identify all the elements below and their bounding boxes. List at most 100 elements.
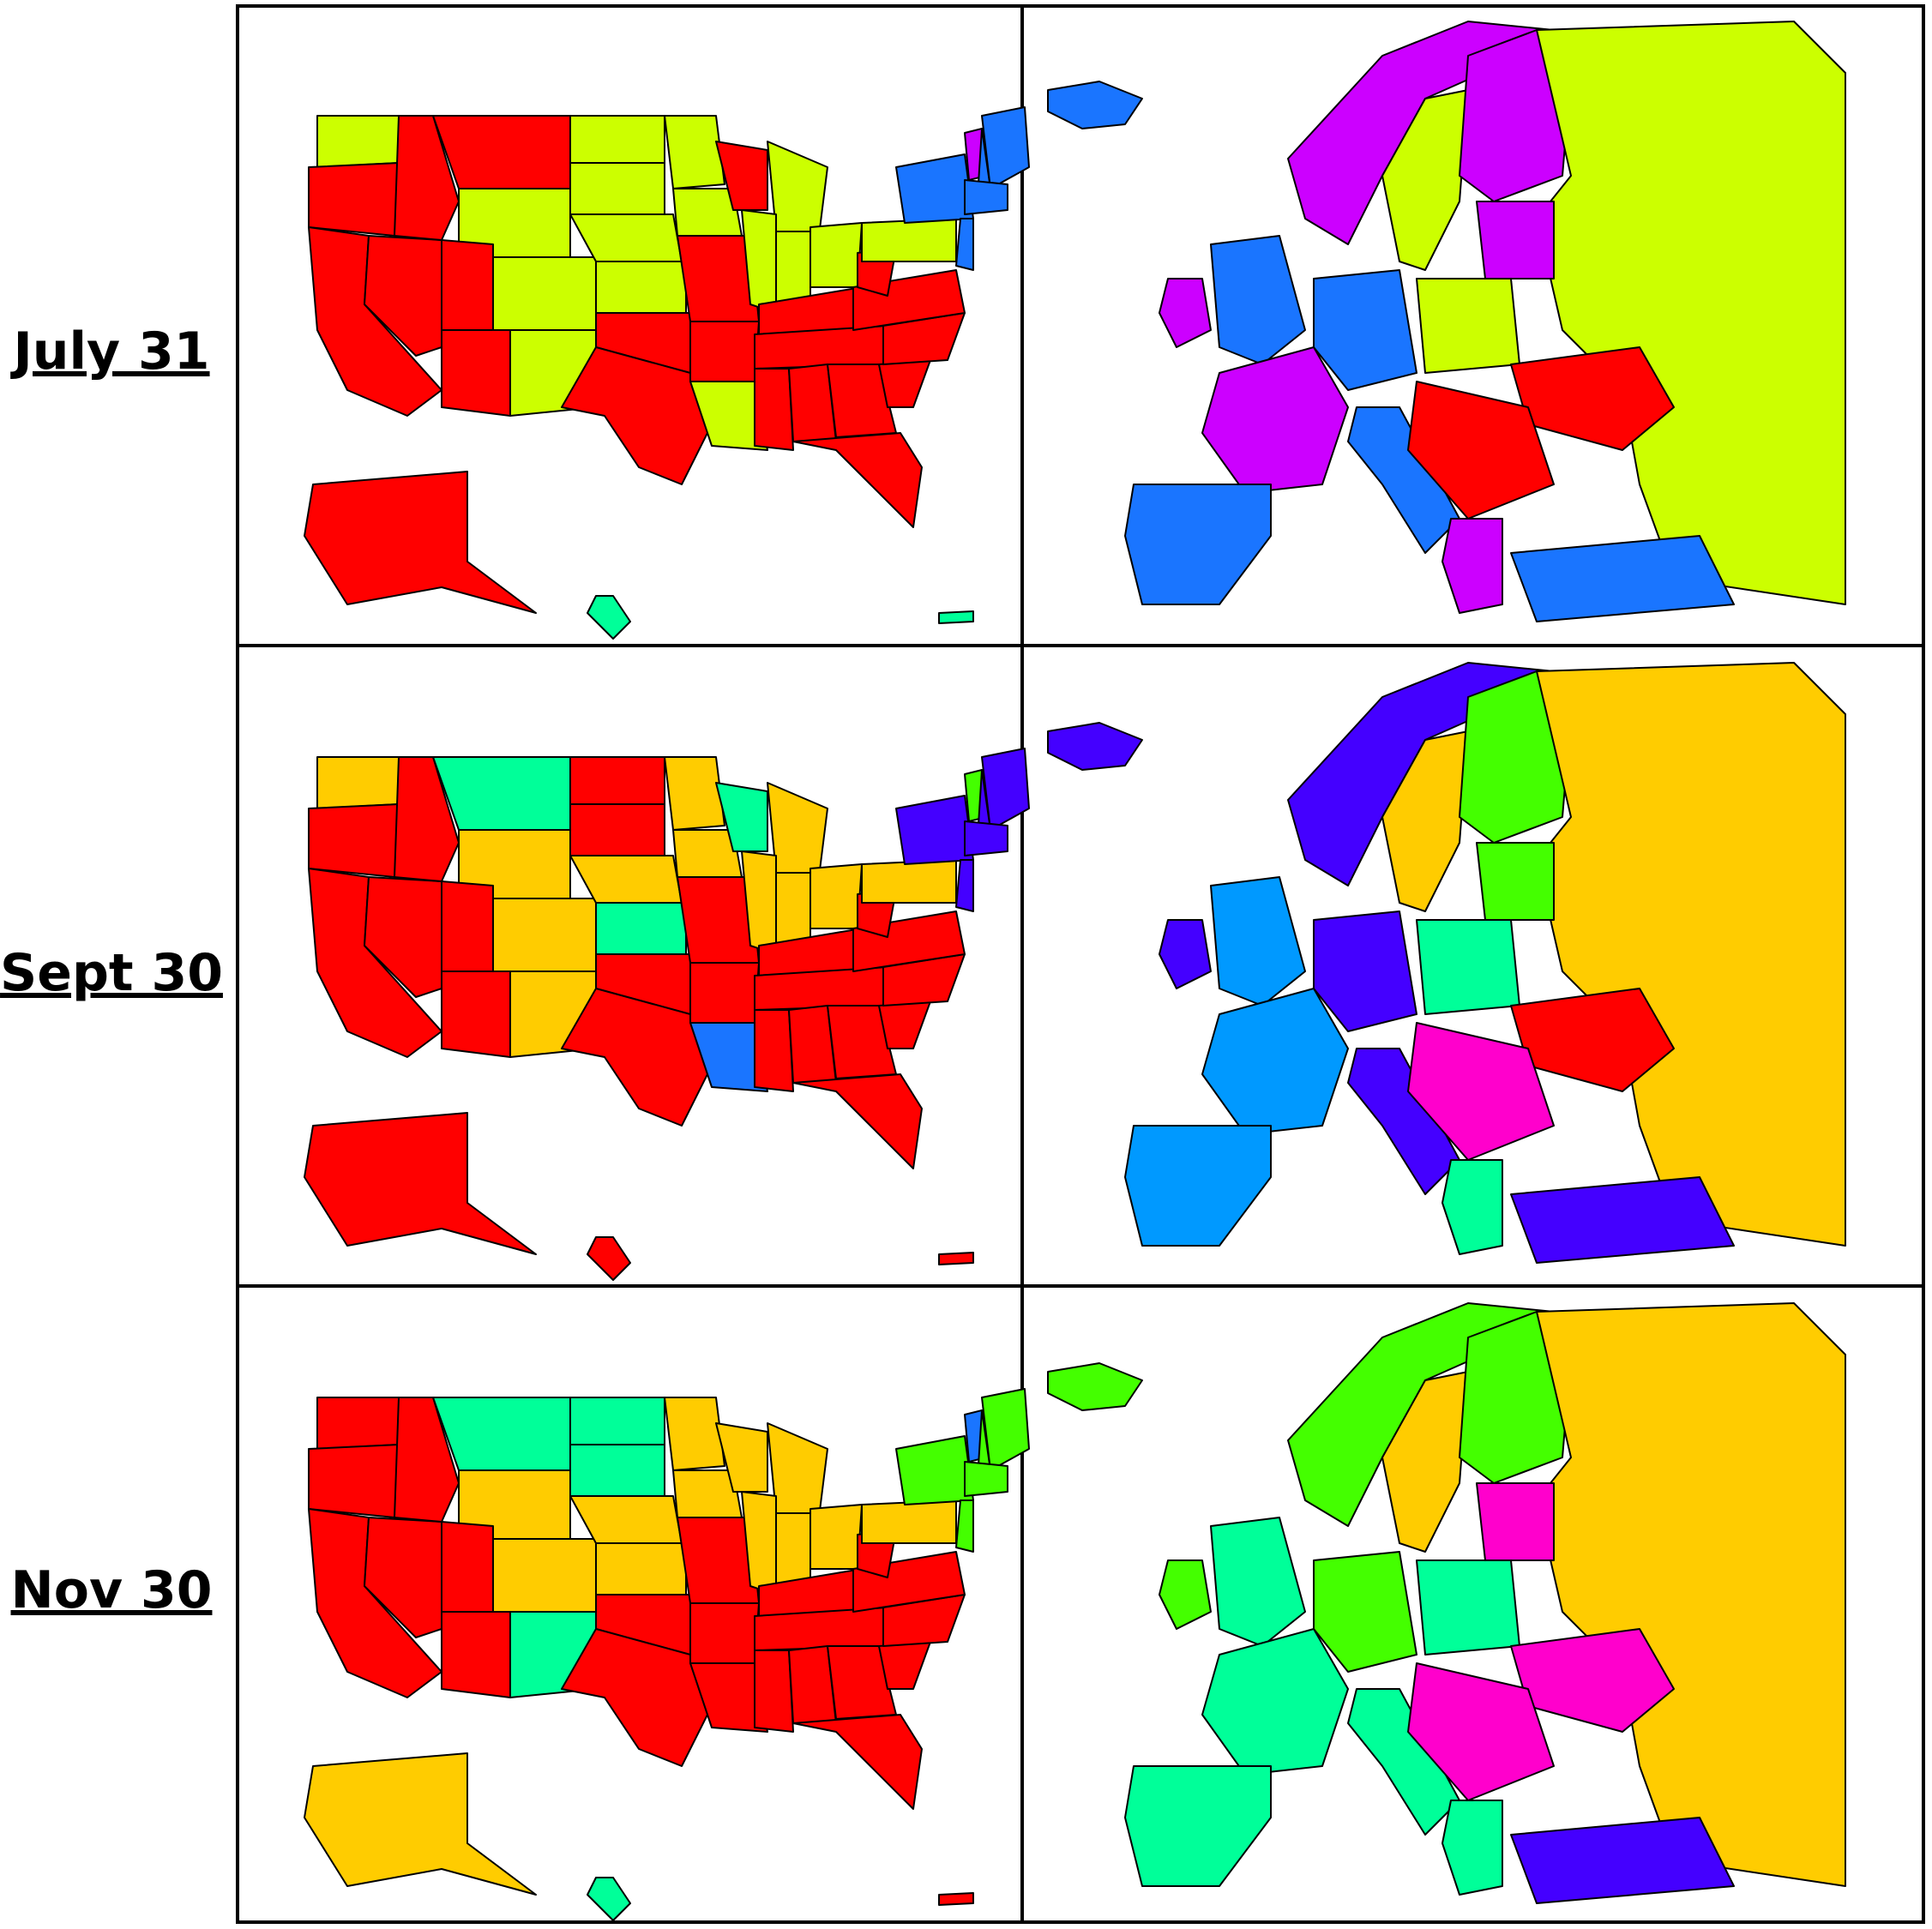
eu-region-iceland <box>1047 1362 1143 1411</box>
us-region-mt <box>432 1397 571 1471</box>
europe-map-july-31 <box>1047 21 1846 622</box>
us-region-id <box>394 115 460 241</box>
eu-region-germany <box>1313 269 1417 391</box>
eu-region-ireland <box>1159 278 1212 348</box>
us-region-wa <box>316 1397 400 1450</box>
eu-region-turkey <box>1510 1176 1735 1264</box>
us-region-hi <box>587 1877 631 1921</box>
eu-region-iceland <box>1047 722 1143 771</box>
us-region-sc <box>878 1001 931 1049</box>
eu-region-greece <box>1441 1159 1503 1255</box>
eu-region-italy <box>1347 406 1460 554</box>
us-region-ms <box>754 1650 794 1733</box>
europe-map-nov-30 <box>1047 1302 1846 1904</box>
us-region-ne <box>569 213 683 262</box>
us-region-pa <box>861 218 957 262</box>
us-region-in <box>775 872 811 946</box>
us-region-nd <box>569 1397 665 1445</box>
eu-region-norway <box>1287 1302 1555 1527</box>
us-region-id <box>394 756 460 882</box>
us-region-or <box>308 803 400 878</box>
eu-region-balkans <box>1407 381 1555 520</box>
us-region-wi <box>715 141 768 211</box>
us-region-mt <box>432 756 571 831</box>
us-region-ny <box>895 795 974 865</box>
us-region-ak <box>304 1112 537 1255</box>
us-region-la <box>689 381 768 451</box>
eu-region-balkans <box>1407 1662 1555 1801</box>
us-region-mt <box>432 115 571 189</box>
us-region-mn <box>664 756 725 831</box>
eu-region-germany <box>1313 910 1417 1032</box>
us-region-tn <box>754 1607 888 1651</box>
us-region-ne <box>569 855 683 904</box>
eu-region-uk <box>1210 235 1306 365</box>
eu-region-sweden <box>1381 730 1469 912</box>
eu-region-sweden <box>1381 1371 1469 1553</box>
us-map-nov-30 <box>304 1388 1030 1921</box>
us-region-oh <box>810 863 863 929</box>
eu-region-uk <box>1210 876 1306 1007</box>
us-region-pa <box>861 859 957 904</box>
eu-region-poland <box>1416 1559 1520 1656</box>
eu-region-uk <box>1210 1517 1306 1647</box>
us-region-az <box>441 971 511 1058</box>
us-region-sc <box>878 1641 931 1690</box>
eu-region-spain <box>1124 484 1272 605</box>
eu-region-france <box>1201 1628 1349 1776</box>
us-region-ar <box>689 962 760 1024</box>
us-region-co <box>492 898 597 972</box>
us-region-wa <box>316 115 400 168</box>
eu-region-italy <box>1347 1048 1460 1195</box>
us-region-ks <box>595 261 687 314</box>
eu-region-sweden <box>1381 89 1469 271</box>
us-region-pa <box>861 1499 957 1544</box>
us-region-pr <box>938 1892 974 1906</box>
eu-region-france <box>1201 346 1349 494</box>
us-region-ny <box>895 1435 974 1505</box>
us-region-ks <box>595 902 687 955</box>
eu-region-russia <box>1536 1302 1846 1887</box>
grid-border <box>236 4 1925 1924</box>
eu-region-baltics <box>1476 201 1555 279</box>
eu-region-norway <box>1287 21 1555 245</box>
us-region-fl <box>792 432 923 528</box>
us-map-sept-30 <box>304 748 1030 1281</box>
eu-region-turkey <box>1510 1817 1735 1904</box>
eu-region-ireland <box>1159 919 1212 989</box>
eu-region-spain <box>1124 1125 1272 1247</box>
us-region-or <box>308 1444 400 1518</box>
us-region-ma <box>964 820 1008 856</box>
us-region-ne <box>569 1495 683 1544</box>
eu-region-turkey <box>1510 535 1735 622</box>
us-region-nd <box>569 115 665 164</box>
us-region-ny <box>895 153 974 224</box>
us-region-hi <box>587 1236 631 1281</box>
eu-region-balkans <box>1407 1022 1555 1161</box>
us-region-sd <box>569 803 665 856</box>
eu-region-norway <box>1287 662 1555 886</box>
us-region-wi <box>715 782 768 852</box>
us-region-mn <box>664 115 725 189</box>
us-region-co <box>492 256 597 331</box>
us-region-ar <box>689 321 760 382</box>
us-region-ut <box>441 239 494 331</box>
us-region-co <box>492 1538 597 1613</box>
us-region-in <box>775 1512 811 1587</box>
us-region-sd <box>569 1444 665 1497</box>
us-region-sc <box>878 359 931 408</box>
us-region-ks <box>595 1542 687 1595</box>
eu-region-greece <box>1441 1800 1503 1896</box>
eu-region-poland <box>1416 278 1520 374</box>
us-region-az <box>441 1611 511 1698</box>
us-region-ar <box>689 1602 760 1664</box>
eu-region-france <box>1201 988 1349 1135</box>
us-region-pr <box>938 1252 974 1265</box>
us-region-id <box>394 1397 460 1523</box>
us-map-july-31 <box>304 106 1030 640</box>
us-region-wi <box>715 1422 768 1493</box>
us-region-ak <box>304 471 537 614</box>
eu-region-poland <box>1416 919 1520 1015</box>
us-region-ut <box>441 880 494 972</box>
us-region-fl <box>792 1073 923 1169</box>
